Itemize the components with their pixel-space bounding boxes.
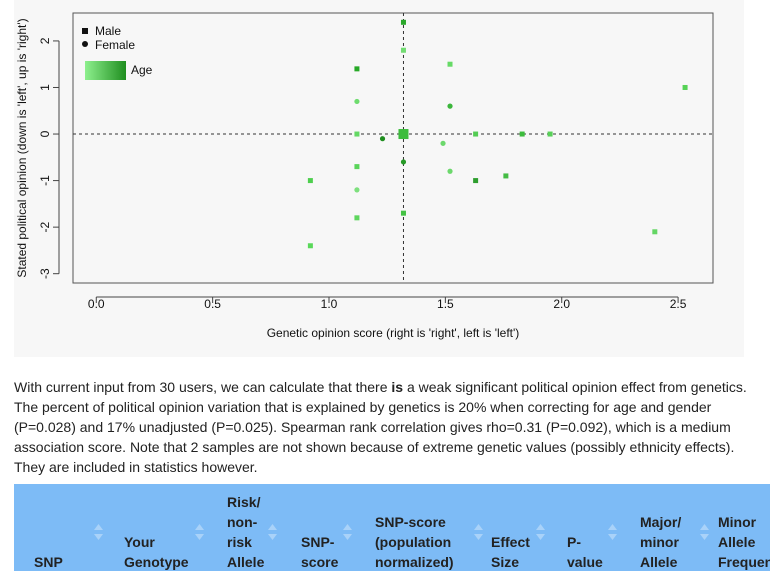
data-point-male <box>307 178 313 184</box>
data-point-male <box>354 164 360 170</box>
data-point-female <box>447 103 453 109</box>
plot-frame <box>72 12 714 284</box>
data-point-female <box>400 159 407 165</box>
x-tick-label: 0.5 <box>204 297 221 311</box>
data-point-female <box>447 168 453 174</box>
sort-icon[interactable] <box>536 524 545 540</box>
data-point-male <box>652 229 658 235</box>
result-text-after: a weak significant political opinion eff… <box>14 379 747 475</box>
data-point-male <box>354 66 360 72</box>
data-point-male <box>473 131 479 137</box>
age-gradient-bar <box>85 61 126 80</box>
scatter-plot: 0.0 0.5 1.0 1.5 2.0 2.5 -3 -2 -1 0 1 2 Male Female… <box>15 12 714 340</box>
sort-icon[interactable] <box>474 524 483 540</box>
data-point-male <box>682 84 688 90</box>
data-point-male <box>354 215 360 221</box>
data-point-male <box>447 61 453 67</box>
legend-male-symbol <box>82 28 88 34</box>
col-your-genotype-header[interactable]: Your Genotype <box>124 534 189 570</box>
sort-icon[interactable] <box>195 524 204 540</box>
data-point-male <box>473 178 479 184</box>
legend-female-symbol <box>82 41 88 47</box>
data-point-male <box>398 129 409 140</box>
data-point-female <box>354 187 360 193</box>
sort-icon[interactable] <box>608 524 617 540</box>
col-snp-score-normalized-header[interactable]: SNP-score (population normalized) <box>375 514 454 570</box>
col-snp-header[interactable]: SNP <box>34 554 63 570</box>
data-point-male <box>400 47 406 53</box>
col-p-value-header[interactable]: P- value <box>567 534 603 570</box>
data-point-male <box>519 131 525 137</box>
sort-icon[interactable] <box>268 524 277 540</box>
y-tick-label: -2 <box>38 221 52 232</box>
y-tick-label: -1 <box>38 175 52 186</box>
y-tick-label: 0 <box>38 130 52 137</box>
data-point-male <box>307 243 313 249</box>
y-tick-label: 1 <box>38 84 52 91</box>
legend: Male Female Age <box>82 24 153 80</box>
result-text: With current input from 30 users, we can… <box>14 377 754 477</box>
x-tick-label: 2.0 <box>553 297 570 311</box>
legend-female-label: Female <box>95 38 135 52</box>
snp-table-header: SNP Your Genotype Risk/ non- risk Allele … <box>14 484 770 571</box>
sort-icon[interactable] <box>700 524 709 540</box>
data-point-female <box>379 136 386 142</box>
data-point-male <box>547 131 553 137</box>
sort-icon[interactable] <box>343 524 352 540</box>
data-point-male <box>400 210 406 216</box>
x-tick-label: 1.5 <box>437 297 454 311</box>
data-point-female <box>354 98 360 105</box>
data-point-male <box>503 173 509 179</box>
legend-male-label: Male <box>95 24 121 38</box>
col-minor-allele-frequency-header[interactable]: Minor Allele Frequency <box>718 514 770 570</box>
plot-panel: 0.0 0.5 1.0 1.5 2.0 2.5 -3 -2 -1 0 1 2 Male Female… <box>14 0 744 357</box>
sort-icon[interactable] <box>94 524 103 540</box>
col-snp-score-header[interactable]: SNP- score <box>301 534 339 570</box>
x-tick-label: 2.5 <box>670 297 687 311</box>
data-point-male <box>354 131 360 137</box>
y-tick-label: -3 <box>38 268 52 279</box>
x-axis-label: Genetic opinion score (right is 'right',… <box>267 326 520 340</box>
result-text-before: With current input from 30 users, we can… <box>14 379 392 395</box>
col-effect-size-header[interactable]: Effect Size <box>491 534 530 570</box>
data-point-female <box>440 140 446 146</box>
x-tick-label: 0.0 <box>88 297 105 311</box>
y-axis-label: Stated political opinion (down is 'left'… <box>15 18 29 277</box>
y-tick-label: 2 <box>38 37 52 44</box>
col-major-minor-allele-header[interactable]: Major/ minor Allele <box>640 514 682 570</box>
data-point-male <box>400 19 406 25</box>
legend-age-label: Age <box>131 63 153 77</box>
result-text-emphasis: is <box>391 379 404 395</box>
col-risk-allele-header[interactable]: Risk/ non- risk Allele <box>227 494 265 570</box>
x-tick-label: 1.0 <box>321 297 338 311</box>
